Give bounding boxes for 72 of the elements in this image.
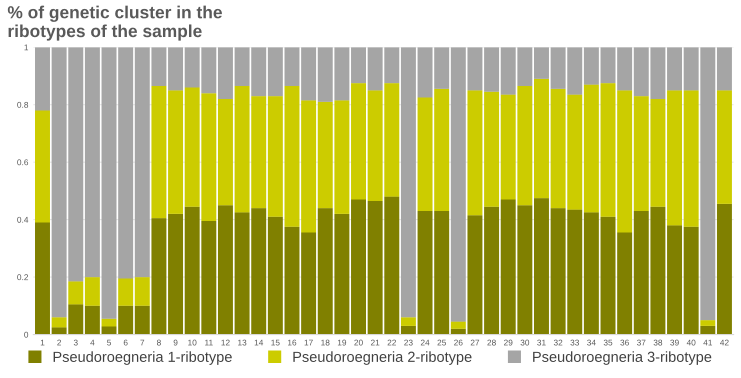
bar [567, 210, 582, 335]
x-tick-label: 15 [271, 340, 280, 346]
x-tick-label: 13 [238, 340, 246, 346]
x-tick-label: 4 [90, 340, 94, 346]
x-tick-label: 23 [404, 340, 413, 346]
x-tick-label: 2 [57, 340, 62, 346]
bar [567, 47, 582, 95]
bar [68, 304, 84, 335]
x-tick-label: 21 [370, 340, 380, 346]
x-tick-label: 16 [288, 340, 296, 346]
bar [318, 102, 333, 208]
x-tick-label: 20 [354, 340, 363, 346]
bar [118, 278, 134, 306]
x-tick-label: 39 [670, 340, 679, 346]
x-tick-label: 40 [686, 340, 696, 346]
x-tick-label: 30 [520, 340, 530, 346]
x-tick-label: 42 [720, 340, 729, 346]
legend-label: Pseudoroegneria 2-ribotype [293, 351, 472, 365]
x-tick-label: 9 [174, 340, 178, 346]
bar [450, 322, 466, 329]
x-tick-label: 28 [487, 340, 496, 346]
x-tick-label: 10 [188, 340, 196, 346]
x-tick-label: 35 [604, 340, 612, 346]
x-tick-label: 22 [388, 340, 396, 346]
x-tick-label: 38 [654, 340, 662, 346]
bar [400, 317, 416, 326]
x-tick-label: 8 [156, 340, 161, 346]
bar [68, 281, 84, 304]
bar [567, 94, 582, 210]
chart-title: % of genetic cluster in the ribotypes of the sample [8, 6, 222, 41]
y-tick-label: 0 [24, 332, 28, 338]
x-tick-label: 36 [620, 340, 629, 346]
y-tick-label: 0.2 [17, 274, 28, 280]
x-tick-label: 29 [504, 340, 512, 346]
bar [35, 110, 50, 222]
x-tick-label: 34 [587, 340, 596, 346]
x-tick-label: 37 [636, 340, 646, 346]
x-tick-label: 3 [74, 340, 78, 346]
x-tick-label: 18 [321, 340, 330, 346]
x-tick-label: 24 [420, 340, 430, 346]
x-tick-label: 12 [221, 340, 230, 346]
x-tick-label: 1 [40, 340, 44, 346]
x-tick-label: 17 [304, 340, 313, 346]
y-tick-label: 0.4 [17, 216, 28, 223]
bar [52, 317, 67, 328]
y-tick-label: 0.6 [17, 159, 28, 166]
x-tick-label: 19 [338, 340, 346, 346]
y-tick-label: 1 [24, 44, 28, 50]
x-tick-label: 5 [107, 340, 111, 346]
x-tick-label: 6 [124, 340, 128, 346]
bar [84, 277, 100, 306]
x-tick-label: 27 [470, 340, 480, 346]
x-tick-label: 7 [140, 340, 144, 346]
x-tick-label: 41 [703, 340, 712, 346]
bar [68, 47, 84, 282]
bar [134, 277, 150, 306]
y-tick-label: 0.8 [17, 102, 28, 108]
bar [700, 320, 716, 326]
x-tick-label: 26 [454, 340, 463, 346]
bar [716, 90, 732, 204]
bar [102, 318, 117, 326]
x-tick-label: 31 [537, 340, 546, 346]
x-tick-label: 33 [570, 340, 580, 346]
legend-label: Pseudoroegneria 3-ribotype [533, 351, 712, 365]
bar [318, 208, 333, 335]
x-tick-label: 32 [554, 340, 562, 346]
legend-label: Pseudoroegneria 1-ribotype [54, 351, 232, 365]
x-tick-label: 14 [254, 340, 264, 346]
bar [384, 83, 400, 197]
x-tick-label: 11 [205, 340, 213, 346]
x-tick-label: 25 [437, 340, 446, 346]
bar [318, 47, 333, 102]
